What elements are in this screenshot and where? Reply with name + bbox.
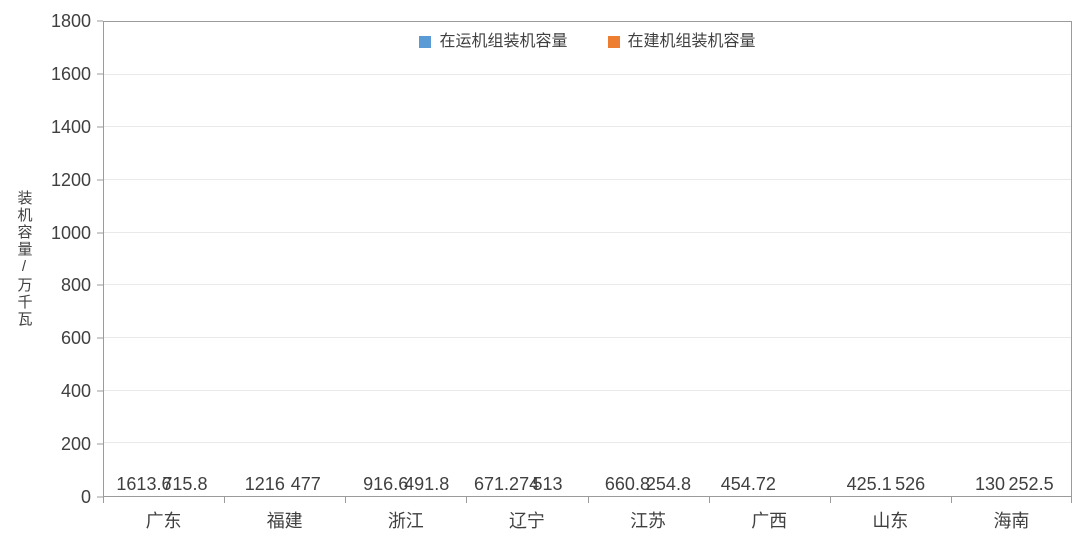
x-axis-ticks <box>103 497 1072 503</box>
legend-item-1: 在建机组装机容量 <box>607 33 756 50</box>
y-axis-ticks <box>97 20 103 498</box>
y-axis-tick-labels: 0 200 400 600 800 1000 1200 1400 1600 1800 <box>0 12 91 506</box>
gridline <box>104 179 1071 181</box>
gridline <box>104 442 1071 444</box>
x-tick-label: 辽宁 <box>508 511 545 531</box>
plot-area: 1613.6 715.8 1216 477 916.6 491.8 671.274 513 66… <box>103 21 1072 497</box>
bar-value-label: 715.8 <box>162 474 208 494</box>
x-tick <box>224 497 226 503</box>
bar-value-label: 130 <box>975 474 1006 494</box>
y-tick-label: 600 <box>60 328 91 349</box>
bar-value-label: 1216 <box>244 474 285 494</box>
x-tick-label: 海南 <box>993 511 1030 531</box>
legend-swatch-icon <box>607 36 620 48</box>
legend-label: 在运机组装机容量 <box>439 33 568 50</box>
bars-layer: 1613.6 715.8 1216 477 916.6 491.8 671.274 513 66… <box>104 22 1071 496</box>
y-tick <box>97 337 103 339</box>
y-tick <box>97 284 103 286</box>
x-tick <box>1071 497 1072 503</box>
bar-value-label: 477 <box>290 474 321 494</box>
x-tick-label: 福建 <box>266 511 303 531</box>
bar-group: 916.6 491.8 <box>346 22 467 496</box>
bar-value-label: 916.6 <box>363 474 409 494</box>
x-tick <box>345 497 347 503</box>
x-tick <box>466 497 468 503</box>
y-tick <box>97 443 103 445</box>
y-tick-label: 1000 <box>50 222 91 243</box>
bar-group: 454.72 <box>708 22 829 496</box>
bar-value-label: 254.8 <box>645 474 691 494</box>
legend-label: 在建机组装机容量 <box>627 33 756 50</box>
y-tick <box>97 496 103 498</box>
gridline <box>104 284 1071 286</box>
gridline <box>104 231 1071 233</box>
bar-group: 671.274 513 <box>467 22 588 496</box>
gridline <box>104 73 1071 75</box>
y-tick <box>97 73 103 75</box>
x-tick-label: 浙江 <box>387 511 424 531</box>
x-axis-tick-labels: 广东 福建 浙江 辽宁 江苏 广西 山东 海南 <box>103 511 1072 533</box>
gridline <box>104 389 1071 391</box>
y-tick <box>97 390 103 392</box>
bar-value-label: 252.5 <box>1008 474 1054 494</box>
y-tick-label: 1800 <box>50 11 91 31</box>
x-tick <box>103 497 104 503</box>
x-tick <box>587 497 589 503</box>
bar-value-label: 660.8 <box>604 474 650 494</box>
y-axis-title: 装机容量/万千瓦 <box>15 190 33 328</box>
bar-value-label: 454.72 <box>720 474 776 494</box>
x-tick-label: 江苏 <box>630 511 667 531</box>
bar-value-label: 425.1 <box>846 474 892 494</box>
x-tick-label: 山东 <box>872 511 909 531</box>
bar-value-label: 491.8 <box>404 474 450 494</box>
x-tick <box>708 497 710 503</box>
legend: 在运机组装机容量 在建机组装机容量 <box>104 34 1071 50</box>
y-tick-label: 0 <box>80 487 91 507</box>
y-tick-label: 400 <box>60 381 91 402</box>
gridline <box>104 337 1071 339</box>
y-tick <box>97 20 103 22</box>
bar-group: 130 252.5 <box>950 22 1071 496</box>
x-tick <box>950 497 952 503</box>
gridline <box>104 126 1071 128</box>
y-tick <box>97 126 103 128</box>
bar-group: 1216 477 <box>225 22 346 496</box>
y-tick-label: 800 <box>60 275 91 296</box>
bar-group: 660.8 254.8 <box>588 22 709 496</box>
bar-group: 1613.6 715.8 <box>104 22 225 496</box>
legend-swatch-icon <box>419 36 432 48</box>
y-tick <box>97 232 103 234</box>
x-tick-label: 广东 <box>145 511 182 531</box>
y-tick-label: 1400 <box>50 116 91 137</box>
bar-value-label: 513 <box>532 474 563 494</box>
y-tick-label: 200 <box>60 434 91 455</box>
y-tick-label: 1200 <box>50 169 91 190</box>
y-tick-label: 1600 <box>50 63 91 84</box>
bar-value-label: 1613.6 <box>116 474 172 494</box>
x-tick <box>829 497 831 503</box>
bar-value-label: 526 <box>895 474 926 494</box>
y-tick <box>97 179 103 181</box>
bar-value-label: 671.274 <box>474 474 540 494</box>
bar-group: 425.1 526 <box>829 22 950 496</box>
legend-item-0: 在运机组装机容量 <box>419 33 568 50</box>
x-tick-label: 广西 <box>751 511 788 531</box>
